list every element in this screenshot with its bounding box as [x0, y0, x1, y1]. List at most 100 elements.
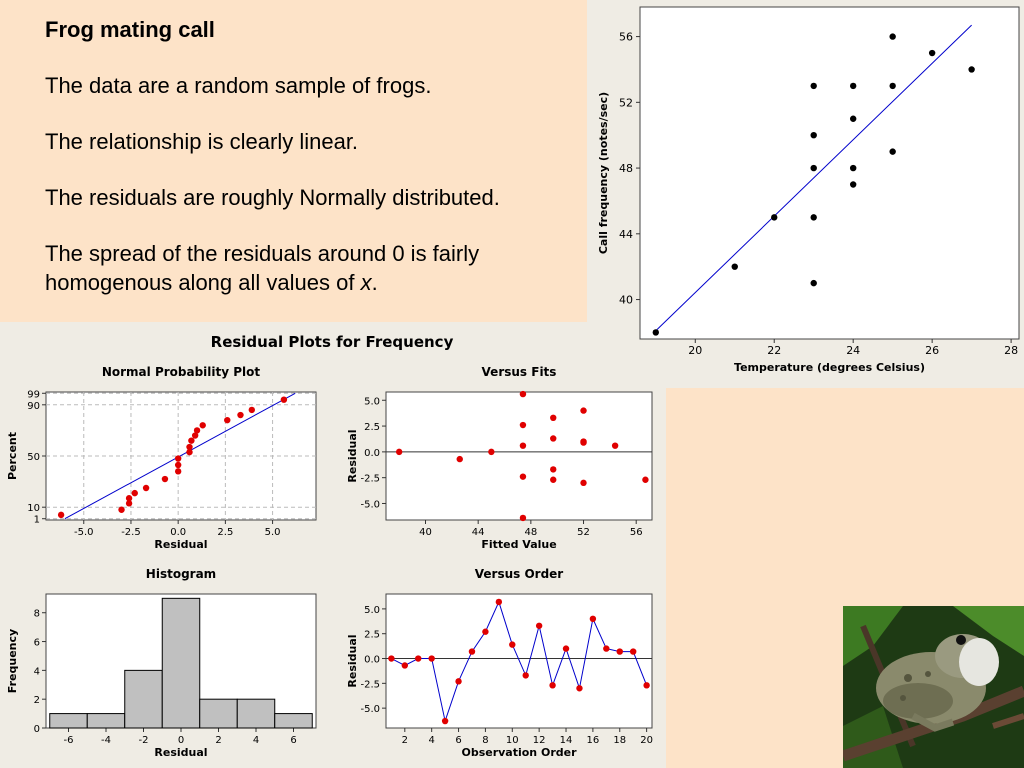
x-tick-label: 18 — [613, 735, 626, 746]
scatter-plot: 20 22 24 26 28 40 44 48 52 56 Temperature (degrees… — [597, 6, 1020, 374]
bullet-spread-variable: x — [360, 270, 372, 295]
residual-point — [603, 645, 610, 652]
data-point — [810, 214, 817, 221]
bullet-linear: The relationship is clearly linear. — [45, 129, 359, 154]
x-axis-label: Fitted Value — [481, 538, 556, 551]
histogram-bar — [199, 698, 238, 729]
y-tick-label: 56 — [619, 31, 633, 44]
y-axis-label: Frequency — [6, 629, 19, 693]
data-point — [810, 164, 817, 172]
y-tick-label: 5.0 — [364, 605, 380, 616]
residual-point — [125, 500, 133, 507]
x-tick-label: 52 — [577, 527, 590, 538]
text-panel — [0, 0, 587, 322]
residual-point — [186, 448, 193, 456]
x-tick-label: -5.0 — [74, 527, 94, 538]
x-tick-label: 40 — [419, 527, 432, 538]
residual-point — [580, 407, 587, 414]
residual-point — [248, 406, 256, 414]
y-tick-label: -5.0 — [360, 499, 380, 510]
frog-photo — [843, 606, 1024, 768]
x-axis-label: Observation Order — [461, 746, 577, 759]
panel-title: Versus Fits — [482, 365, 557, 379]
x-tick-label: 16 — [587, 735, 600, 746]
y-tick-label: -2.5 — [360, 679, 380, 690]
residual-plots: Residual Plots for Frequency Normal Proba… — [6, 333, 653, 759]
residual-point — [509, 641, 516, 648]
residual-point — [468, 648, 476, 655]
data-point — [849, 181, 857, 188]
y-tick-label: 2.5 — [364, 630, 380, 641]
residual-point — [193, 427, 201, 434]
residual-point — [519, 390, 527, 398]
x-tick-label: 8 — [482, 735, 488, 746]
x-tick-label: 44 — [472, 527, 485, 538]
x-tick-label: 14 — [560, 735, 573, 746]
residual-point — [482, 628, 489, 635]
x-tick-label: -6 — [64, 735, 74, 746]
histogram-bar — [274, 713, 313, 729]
x-tick-label: 0.0 — [170, 527, 186, 538]
y-axis-label: Call frequency (notes/sec) — [597, 92, 610, 254]
residual-point — [395, 448, 403, 456]
y-tick-label: 2.5 — [364, 422, 380, 433]
x-tick-label: 28 — [1004, 344, 1018, 357]
histogram-bar — [161, 597, 201, 729]
plot-area — [385, 391, 653, 521]
residual-point — [576, 685, 583, 692]
residual-point — [388, 655, 395, 662]
residual-point — [131, 489, 138, 497]
residual-point — [550, 414, 557, 422]
residual-point — [519, 442, 527, 449]
residual-point — [174, 461, 182, 469]
residual-point — [519, 421, 527, 429]
x-tick-label: 56 — [630, 527, 643, 538]
y-tick-label: 4 — [34, 666, 40, 677]
y-tick-label: 52 — [619, 96, 633, 109]
x-axis-label: Temperature (degrees Celsius) — [734, 361, 925, 374]
y-tick-label: -5.0 — [360, 704, 380, 715]
plot-area — [639, 6, 1020, 340]
x-tick-label: 24 — [846, 344, 860, 357]
x-tick-label: 6 — [455, 735, 461, 746]
residual-point — [142, 484, 150, 492]
y-axis-label: Residual — [346, 429, 359, 482]
y-tick-label: 40 — [619, 294, 633, 307]
x-tick-label: 20 — [640, 735, 653, 746]
residual-plots-title: Residual Plots for Frequency — [211, 333, 454, 351]
residual-point — [280, 396, 288, 403]
x-tick-label: 22 — [767, 344, 781, 357]
x-tick-label: 48 — [524, 527, 537, 538]
x-tick-label: 2 — [215, 735, 221, 746]
data-point — [771, 214, 778, 221]
y-tick-label: -2.5 — [360, 474, 380, 485]
data-point — [849, 115, 857, 122]
x-tick-label: 2 — [402, 735, 408, 746]
residual-point — [550, 466, 557, 473]
x-tick-label: -4 — [101, 735, 111, 746]
residual-point — [188, 437, 195, 444]
data-point — [810, 279, 817, 287]
y-tick-label: 99 — [27, 389, 40, 400]
y-tick-label: 5.0 — [364, 396, 380, 407]
bullet-spread-text: The spread of the residuals around 0 is … — [45, 241, 480, 295]
panel-title: Versus Order — [475, 567, 564, 581]
data-point — [889, 148, 896, 155]
bullet-spread-end: . — [371, 270, 378, 295]
residual-point — [415, 655, 422, 662]
residual-point — [643, 682, 650, 689]
bullet-spread: The spread of the residuals around 0 is … — [45, 239, 585, 297]
residual-point — [550, 435, 557, 442]
y-tick-label: 48 — [619, 162, 633, 175]
x-tick-label: 20 — [688, 344, 702, 357]
data-point — [731, 263, 738, 270]
residual-point — [522, 672, 529, 679]
histogram-bar — [86, 713, 126, 729]
y-tick-label: 0 — [34, 724, 40, 735]
residual-point — [441, 717, 449, 725]
y-tick-label: 0.0 — [364, 655, 380, 666]
residual-point — [428, 655, 435, 662]
residual-point — [237, 411, 244, 419]
y-axis-label: Residual — [346, 634, 359, 687]
data-point — [889, 82, 896, 90]
